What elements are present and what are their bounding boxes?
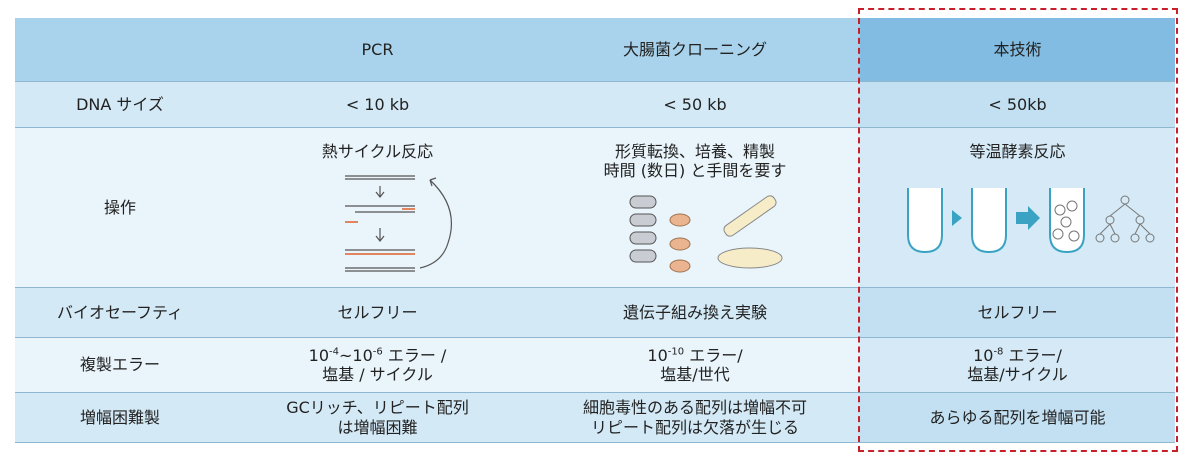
- table-cell: バイオセーフティ: [15, 288, 225, 338]
- cell-line: セルフリー: [337, 302, 418, 322]
- cell-line: 10-10 エラー/: [647, 346, 742, 365]
- text: 複製エラー: [79, 355, 160, 375]
- superscript: -4: [329, 346, 339, 358]
- table-cell: 形質転換、培養、精製 時間 (数日) と手間を要す: [530, 128, 860, 288]
- cell-line: 熱サイクル反応: [321, 142, 434, 161]
- table-cell: 大腸菌クローニング: [530, 18, 860, 82]
- cell-line: は増幅困難: [337, 417, 418, 437]
- cell-line: < 10 kb: [345, 94, 410, 114]
- table-cell: 遺伝子組み換え実験: [530, 288, 860, 338]
- cell-line: 塩基/サイクル: [967, 365, 1068, 384]
- text: PCR: [361, 39, 394, 59]
- cell-line: 時間 (数日) と手間を要す: [603, 161, 787, 181]
- table-cell: 熱サイクル反応: [225, 128, 530, 288]
- cell-line: あらゆる配列を増幅可能: [929, 407, 1106, 427]
- superscript: -6: [372, 346, 383, 358]
- text: ~10: [339, 345, 373, 365]
- table-cell: セルフリー: [225, 288, 530, 338]
- table-cell: < 10 kb: [225, 82, 530, 128]
- table-cell: 本技術: [860, 18, 1175, 82]
- table-cell: < 50kb: [860, 82, 1175, 128]
- text: 操作: [103, 197, 136, 217]
- text: エラー/: [684, 345, 743, 365]
- table-cell: 10-8 エラー/塩基/サイクル: [860, 338, 1175, 393]
- text: 増幅困難製: [79, 407, 160, 427]
- table-cell: セルフリー: [860, 288, 1175, 338]
- cell-line: 形質転換、培養、精製: [614, 142, 775, 161]
- table-cell: 操作: [15, 128, 225, 288]
- cell-line: リピート配列は欠落が生じる: [590, 417, 799, 437]
- table-cell: 細胞毒性のある配列は増幅不可 リピート配列は欠落が生じる: [530, 393, 860, 443]
- text: DNA サイズ: [76, 94, 164, 114]
- cell-line: 10-8 エラー/: [973, 346, 1062, 365]
- cell-line: 塩基 / サイクル: [322, 365, 433, 384]
- cell-line: 遺伝子組み換え実験: [622, 302, 767, 322]
- text: 大腸菌クローニング: [622, 39, 767, 59]
- cell-line: 等温酵素反応: [969, 142, 1066, 161]
- table-cell: 増幅困難製: [15, 393, 225, 443]
- table-cell: [15, 18, 225, 82]
- cell-line: 塩基/世代: [660, 365, 730, 384]
- table-cell: 10-10 エラー/塩基/世代: [530, 338, 860, 393]
- text: 10: [973, 345, 994, 365]
- table-cell: DNA サイズ: [15, 82, 225, 128]
- superscript: -8: [993, 346, 1004, 358]
- cell-line: 10-4~10-6 エラー /: [309, 346, 447, 365]
- text: 本技術: [993, 39, 1042, 59]
- technology-illustration: [907, 188, 1155, 254]
- superscript: -10: [667, 346, 685, 358]
- pcr-illustration: [345, 175, 452, 272]
- table-cell: あらゆる配列を増幅可能: [860, 393, 1175, 443]
- text: 10: [647, 345, 668, 365]
- table-cell: < 50 kb: [530, 82, 860, 128]
- table-cell: 複製エラー: [15, 338, 225, 393]
- table-cell: PCR: [225, 18, 530, 82]
- text: バイオセーフティ: [56, 302, 184, 322]
- cell-line: < 50kb: [988, 94, 1047, 114]
- text: エラー/: [1003, 345, 1062, 365]
- table-cell: 10-4~10-6 エラー / 塩基 / サイクル: [225, 338, 530, 393]
- text: エラー /: [382, 345, 447, 365]
- cell-line: < 50 kb: [663, 94, 727, 114]
- cell-line: GCリッチ、リピート配列: [286, 398, 469, 418]
- text: 10: [308, 345, 330, 365]
- cell-line: 細胞毒性のある配列は増幅不可: [582, 398, 807, 418]
- table-cell: GCリッチ、リピート配列 は増幅困難: [225, 393, 530, 443]
- cell-line: セルフリー: [977, 302, 1058, 322]
- cloning-illustration: [629, 195, 783, 273]
